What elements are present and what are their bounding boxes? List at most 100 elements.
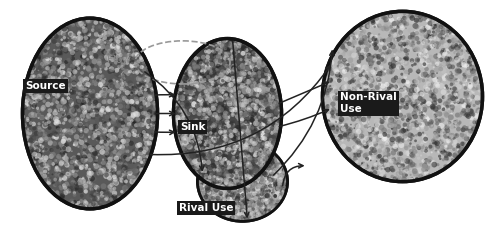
Point — [116, 100, 124, 104]
Point — [254, 65, 262, 69]
Point — [244, 140, 252, 144]
Point — [87, 126, 95, 130]
Point — [226, 150, 234, 154]
Point — [226, 102, 234, 105]
Point — [401, 86, 409, 90]
Point — [237, 172, 245, 175]
Point — [136, 74, 144, 77]
Point — [178, 123, 186, 127]
Point — [448, 108, 456, 111]
Point — [268, 150, 276, 154]
Point — [78, 141, 86, 144]
Point — [400, 162, 407, 166]
Point — [210, 150, 218, 153]
Point — [263, 209, 271, 212]
Point — [444, 90, 452, 93]
Point — [215, 40, 223, 44]
Point — [116, 151, 124, 155]
Point — [243, 155, 251, 158]
Point — [464, 65, 472, 68]
Point — [226, 163, 234, 166]
Point — [212, 43, 220, 47]
Point — [434, 100, 442, 104]
Point — [30, 160, 38, 164]
Point — [61, 106, 69, 110]
Point — [370, 98, 378, 101]
Point — [217, 73, 225, 76]
Point — [84, 79, 92, 82]
Point — [278, 112, 285, 116]
Point — [126, 36, 134, 39]
Point — [276, 189, 284, 192]
Point — [356, 117, 364, 121]
Point — [428, 40, 436, 43]
Point — [250, 92, 258, 95]
Point — [181, 146, 189, 150]
Point — [420, 17, 428, 20]
Point — [409, 44, 417, 47]
Point — [237, 212, 245, 216]
Point — [225, 156, 233, 159]
Point — [231, 160, 239, 163]
Point — [148, 88, 156, 92]
Point — [120, 97, 128, 101]
Point — [420, 128, 428, 131]
Point — [196, 176, 204, 180]
Point — [422, 109, 430, 113]
Point — [259, 158, 267, 162]
Point — [221, 202, 229, 206]
Point — [266, 163, 274, 167]
Point — [398, 130, 406, 133]
Point — [228, 186, 236, 189]
Point — [192, 104, 200, 107]
Point — [259, 122, 267, 126]
Point — [404, 79, 411, 82]
Point — [258, 147, 266, 150]
Point — [204, 175, 212, 178]
Point — [374, 165, 382, 169]
Point — [222, 95, 230, 99]
Point — [136, 148, 144, 151]
Point — [460, 98, 468, 102]
Point — [345, 148, 353, 151]
Point — [236, 110, 244, 114]
Point — [252, 68, 260, 72]
Point — [432, 64, 440, 67]
Point — [362, 153, 370, 157]
Point — [261, 94, 269, 98]
Point — [248, 193, 256, 197]
Point — [406, 29, 414, 32]
Point — [251, 185, 259, 188]
Point — [261, 210, 269, 213]
Point — [228, 44, 236, 48]
Point — [28, 149, 36, 153]
Point — [56, 88, 64, 92]
Point — [399, 117, 407, 121]
Point — [440, 52, 448, 56]
Point — [394, 63, 402, 66]
Point — [144, 117, 152, 121]
Point — [334, 112, 342, 116]
Point — [147, 135, 155, 138]
Point — [387, 70, 395, 74]
Point — [259, 99, 267, 103]
Point — [248, 172, 256, 175]
Point — [218, 196, 226, 200]
Ellipse shape — [174, 39, 282, 188]
Point — [240, 153, 248, 156]
Point — [228, 91, 236, 94]
Point — [102, 25, 110, 29]
Point — [359, 108, 367, 111]
Point — [376, 136, 384, 139]
Point — [198, 114, 206, 118]
Point — [252, 176, 260, 179]
Point — [24, 124, 32, 127]
Point — [273, 203, 281, 207]
Point — [250, 154, 258, 157]
Point — [108, 143, 116, 146]
Point — [218, 41, 226, 45]
Point — [142, 88, 150, 91]
Point — [222, 166, 230, 169]
Point — [256, 137, 264, 141]
Point — [348, 113, 356, 116]
